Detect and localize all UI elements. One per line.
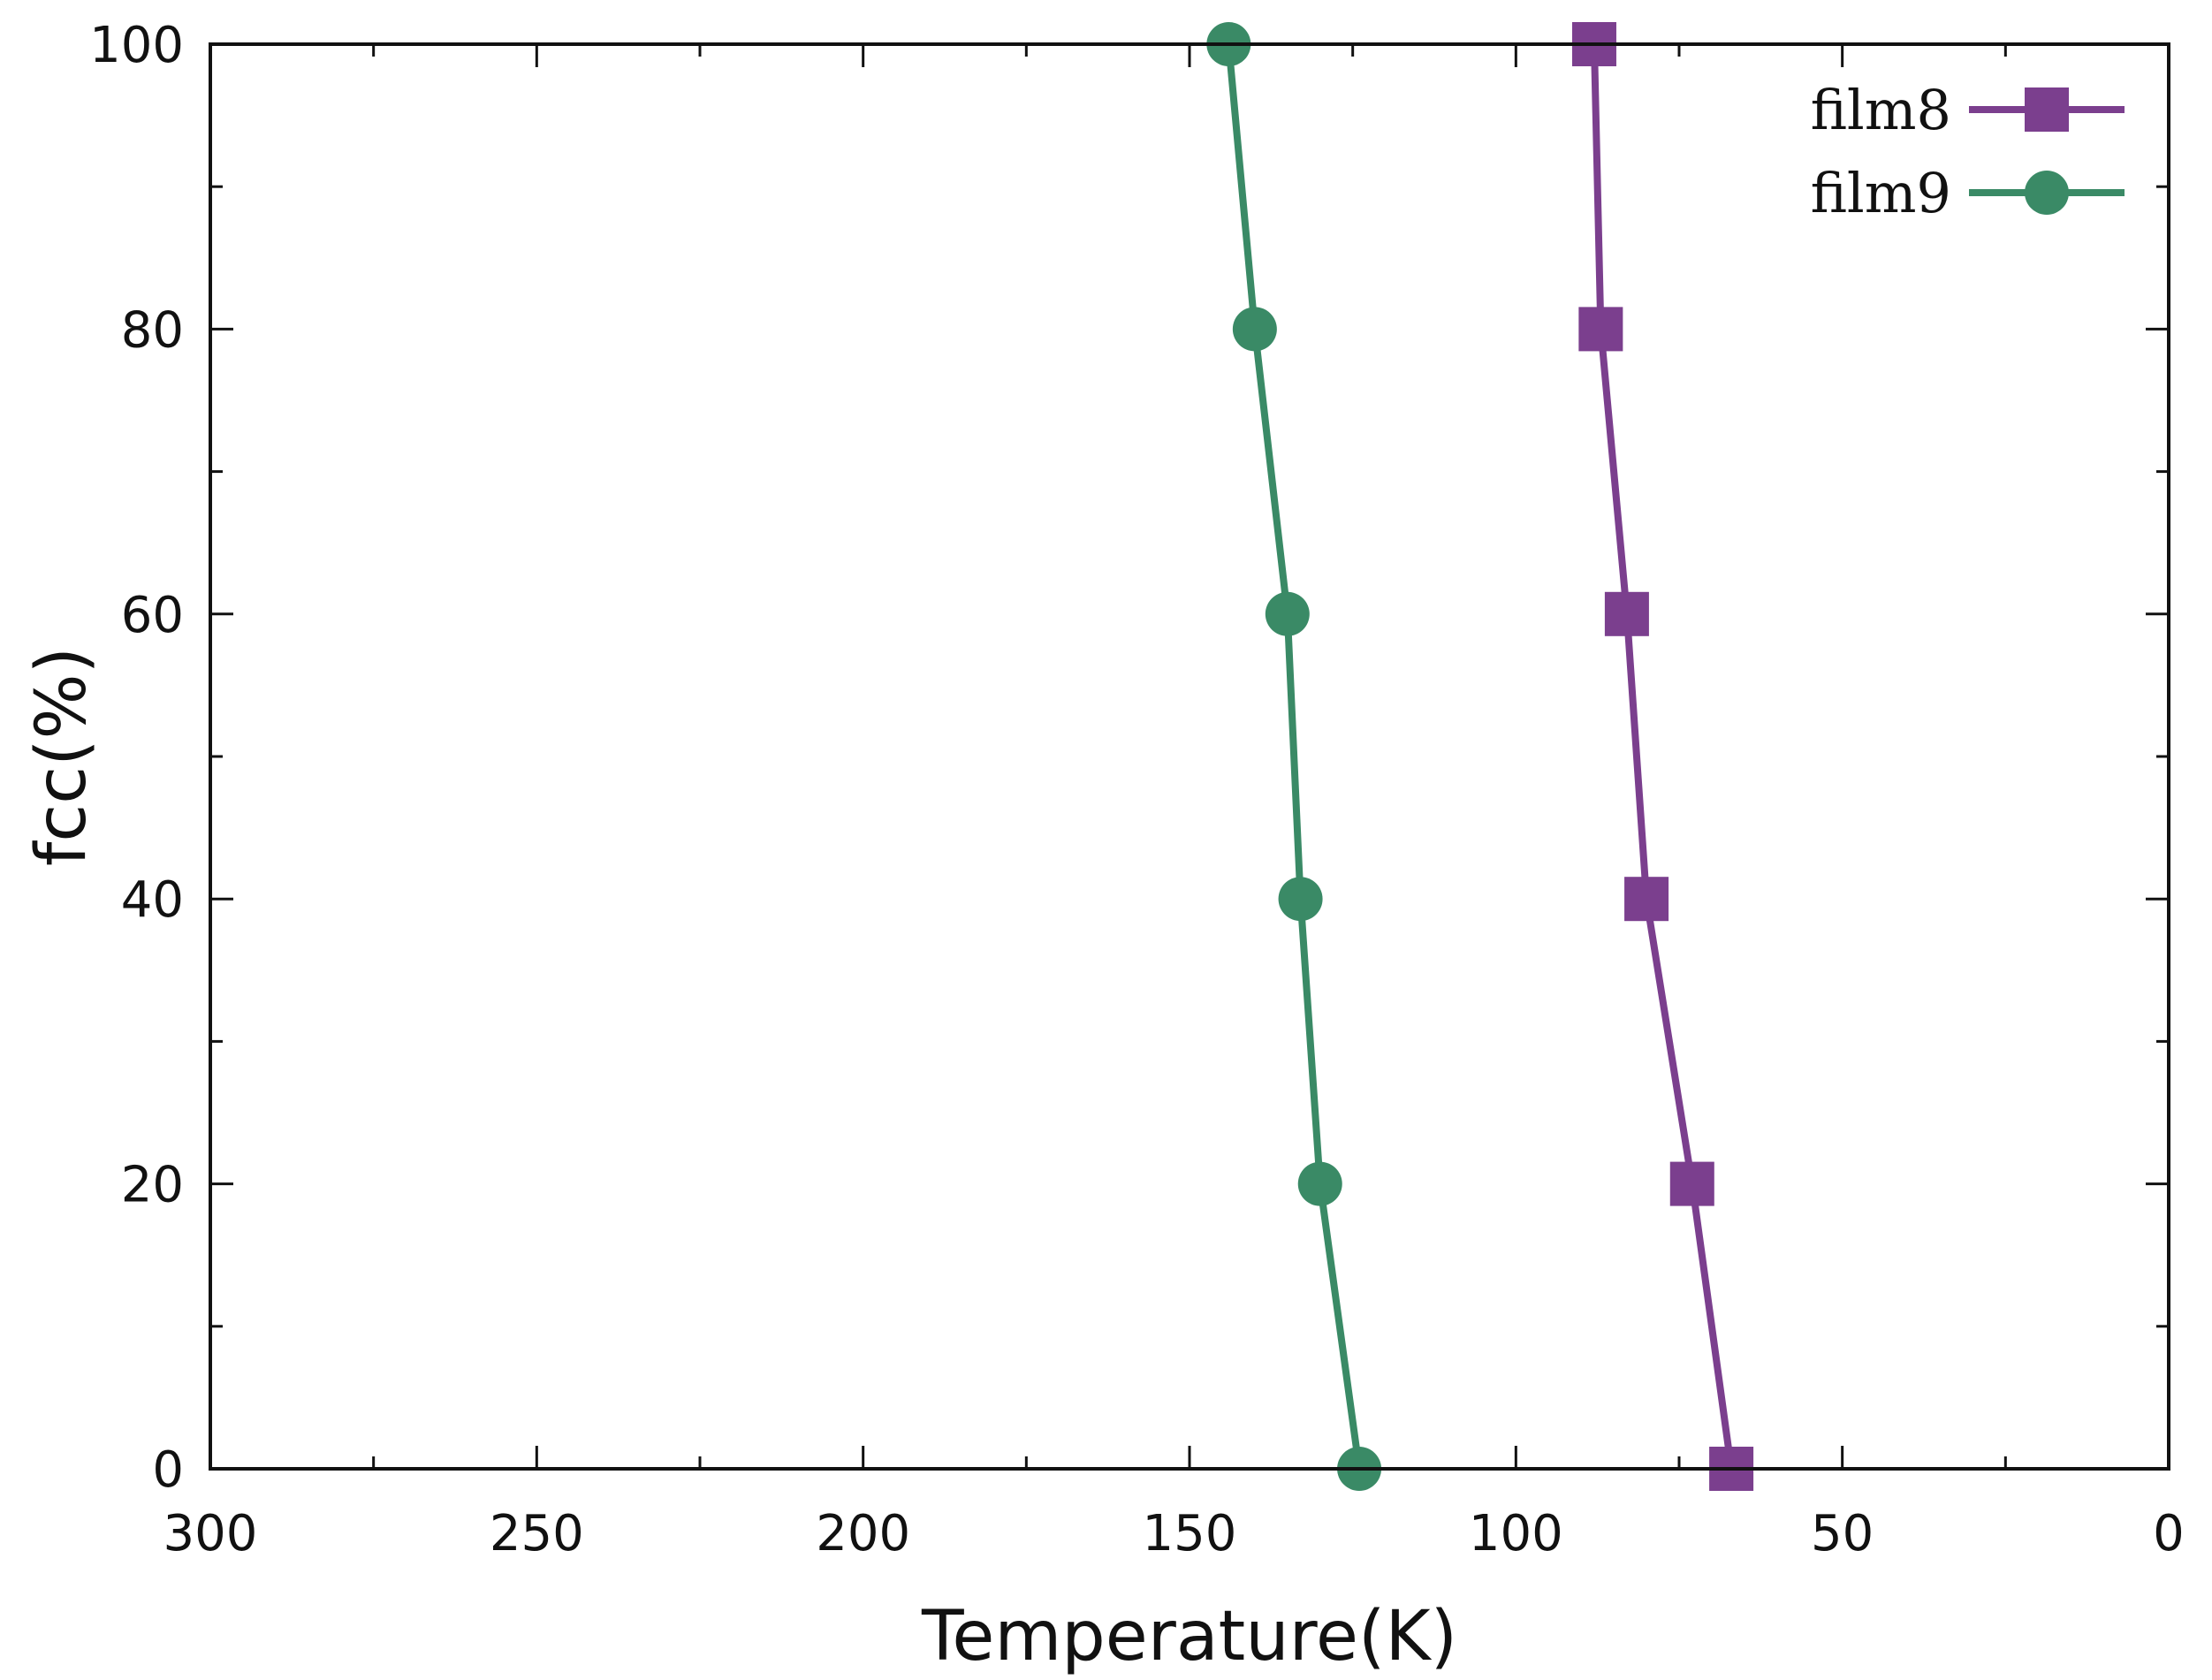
y-tick-label: 0 [152,1441,184,1499]
y-tick-label: 100 [89,17,184,74]
legend-marker-shape-film9 [2025,171,2069,215]
series-line-film9 [1225,43,1364,1470]
data-point-film9 [1265,591,1310,636]
x-axis-title: Temperature(K) [921,1597,1457,1676]
x-tick-label: 100 [1469,1505,1563,1562]
series-film9 [1206,22,1382,1491]
x-tick-label: 0 [2153,1505,2185,1562]
legend-entry-film9: film9 [1811,161,2125,225]
x-tick-label: 200 [816,1505,910,1562]
legend-label-film9: film9 [1811,161,1951,225]
legend-entry-film8: film8 [1811,78,2125,142]
data-point-film9 [1278,877,1323,922]
x-tick-label: 50 [1811,1505,1874,1562]
legend: film8 film9 [1811,78,2125,225]
legend-marker-film9 [2025,171,2069,215]
x-tick-label: 150 [1143,1505,1237,1562]
data-point-film9 [1297,1161,1342,1206]
data-point-film8 [1624,877,1669,922]
major-ticks [209,42,2170,1471]
data-point-film8 [1578,307,1623,352]
y-tick-label: 40 [121,871,184,929]
y-tick-label: 80 [121,301,184,359]
y-tick-label: 20 [121,1157,184,1214]
plot-frame [209,42,2170,1471]
minor-ticks [210,44,2169,1469]
legend-marker-shape-film8 [2025,87,2069,132]
y-tick-labels: 0 20 40 60 80 100 [89,17,184,1499]
data-point-film9 [1232,307,1277,352]
legend-marker-film8 [2025,87,2069,132]
x-tick-labels: 300 250 200 150 100 50 0 [163,1505,2185,1562]
y-tick-label: 60 [121,587,184,644]
x-tick-label: 250 [490,1505,584,1562]
series-line-film8 [1590,43,1736,1470]
legend-label-film8: film8 [1811,78,1951,142]
y-axis-title: fcc(%) [22,647,102,866]
series-film8 [1571,22,1754,1491]
data-point-film8 [1604,591,1649,636]
series-layer [1206,22,1754,1491]
x-tick-label: 300 [163,1505,258,1562]
data-point-film8 [1669,1161,1714,1206]
